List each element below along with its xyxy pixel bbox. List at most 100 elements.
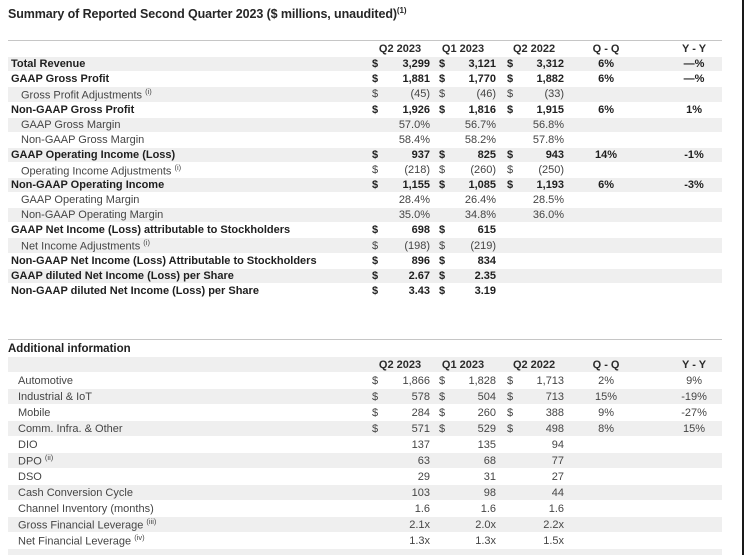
cell-yy: -3% xyxy=(684,179,704,192)
summary-table: Q2 2023 Q1 2023 Q2 2022 Q - Q Y - Y Tota… xyxy=(8,40,723,299)
cell-qq xyxy=(564,208,648,223)
cell-v3: (33) xyxy=(544,88,565,101)
cell-yy xyxy=(648,87,722,103)
cell-qq xyxy=(564,87,648,103)
cell-label: Channel Inventory (months) xyxy=(18,502,154,515)
cell-d1: $ xyxy=(372,73,379,86)
cell-yy: 1% xyxy=(686,103,702,116)
table-row: Cash Conversion Cycle 103 98 44 xyxy=(8,484,723,501)
cell-label: Total Revenue xyxy=(11,58,86,71)
cell-v2: 1.3x xyxy=(475,534,497,547)
cell-label: Net Income Adjustments (i) xyxy=(21,238,150,254)
cell-v2: 1,828 xyxy=(468,374,497,387)
cell-v2: 135 xyxy=(477,438,497,451)
cell-d2: $ xyxy=(439,422,446,435)
cell-qq xyxy=(564,254,648,269)
cell-label: Cash Conversion Cycle xyxy=(18,486,133,499)
cell-label: GAAP Gross Profit xyxy=(11,73,110,86)
cell-d1: $ xyxy=(372,255,379,268)
column-header-q-q: Q - Q xyxy=(592,358,620,371)
cell-yy xyxy=(648,162,722,178)
cell-d1: $ xyxy=(372,390,379,403)
cell-d3 xyxy=(496,254,514,269)
cell-yy: 9% xyxy=(686,374,702,387)
cell-d2 xyxy=(430,517,448,533)
cell-d3: $ xyxy=(507,148,514,161)
cell-label: Non-GAAP Gross Profit xyxy=(11,103,135,116)
cell-label: GAAP Gross Margin xyxy=(21,118,121,131)
footnote-marker: (ii) xyxy=(44,453,54,463)
column-header-q1-2023: Q1 2023 xyxy=(441,358,485,371)
cell-v2: 2.35 xyxy=(474,270,497,283)
cell-v3: 27 xyxy=(551,470,565,483)
table-row: Non-GAAP Gross Profit $1,926 $1,816 $1,915 6… xyxy=(8,102,723,118)
cell-d1 xyxy=(370,208,386,223)
cell-d2 xyxy=(430,549,448,555)
cell-v1: 29 xyxy=(417,470,431,483)
cell-d1: $ xyxy=(372,88,379,101)
cell-d3 xyxy=(496,517,514,533)
cell-v2: 34.8% xyxy=(464,209,497,222)
cell-d2: $ xyxy=(439,374,446,387)
header-row: Q2 2023 Q1 2023 Q2 2022 Q - Q Y - Y xyxy=(8,41,723,57)
cell-yy xyxy=(648,549,722,555)
cell-d2 xyxy=(430,533,448,549)
header-row: Q2 2023 Q1 2023 Q2 2022 Q - Q Y - Y xyxy=(8,357,723,373)
cell-v1: 137 xyxy=(411,438,431,451)
table-row xyxy=(8,548,723,555)
cell-d3: $ xyxy=(507,422,514,435)
cell-v2: 1,085 xyxy=(468,179,497,192)
cell-v3: 56.8% xyxy=(532,118,565,131)
cell-v2: 68 xyxy=(483,454,497,467)
cell-d2 xyxy=(430,117,448,132)
cell-d2 xyxy=(430,453,448,469)
cell-d3 xyxy=(496,485,514,501)
table-row: DSO 29 31 27 xyxy=(8,469,723,485)
cell-yy xyxy=(648,208,722,223)
cell-v3 xyxy=(514,269,564,284)
cell-v1: 896 xyxy=(411,255,431,268)
cell-label: GAAP Net Income (Loss) attributable to S… xyxy=(11,224,291,237)
table-row: GAAP Operating Income (Loss) $937 $825 $943… xyxy=(8,147,723,163)
cell-yy xyxy=(648,117,722,132)
cell-v1: 57.0% xyxy=(398,118,431,131)
cell-v1: 571 xyxy=(411,422,431,435)
cell-v2: 3.19 xyxy=(474,285,497,298)
footnote-marker: (iv) xyxy=(134,533,145,543)
cell-d1: $ xyxy=(372,58,379,71)
cell-yy xyxy=(648,469,722,485)
column-header-q-q: Q - Q xyxy=(592,42,620,55)
additional-table-header: Q2 2023 Q1 2023 Q2 2022 Q - Q Y - Y xyxy=(8,357,723,373)
cell-label: Automotive xyxy=(18,374,74,387)
cell-d3: $ xyxy=(507,73,514,86)
cell-qq xyxy=(564,453,648,469)
cell-d2 xyxy=(430,485,448,501)
page-title: Summary of Reported Second Quarter 2023 … xyxy=(8,6,742,21)
table-row: DIO 137 135 94 xyxy=(8,437,723,453)
cell-d1: $ xyxy=(372,422,379,435)
cell-v1: 2.1x xyxy=(409,518,431,531)
table-row: Comm. Infra. & Other $571 $529 $498 8% 15% xyxy=(8,420,723,437)
footnote-marker: (i) xyxy=(174,162,182,172)
cell-v3: (250) xyxy=(538,164,565,177)
cell-v1: 578 xyxy=(411,390,431,403)
table-row: Non-GAAP Gross Margin 58.4% 58.2% 57.8% xyxy=(8,132,723,148)
table-row: Net Financial Leverage (iv) 1.3x 1.3x 1.5x xyxy=(8,533,723,549)
cell-qq xyxy=(564,437,648,453)
table-row: GAAP Operating Margin 28.4% 26.4% 28.5% xyxy=(8,193,723,208)
cell-v2: 1,770 xyxy=(468,73,497,86)
cell-d1: $ xyxy=(372,285,379,298)
cell-v3: 388 xyxy=(545,406,565,419)
cell-v2: 2.0x xyxy=(475,518,497,531)
cell-v3: 57.8% xyxy=(532,133,565,146)
cell-v1: (218) xyxy=(404,164,431,177)
cell-v1: 2.67 xyxy=(408,270,431,283)
cell-v3: 713 xyxy=(545,390,565,403)
table-row: Gross Financial Leverage (iii) 2.1x 2.0x 2.… xyxy=(8,516,723,533)
cell-label xyxy=(8,549,370,555)
cell-d3 xyxy=(496,238,514,254)
cell-qq: 6% xyxy=(598,179,614,192)
cell-v2: 615 xyxy=(477,224,497,237)
cell-label: GAAP Operating Income (Loss) xyxy=(11,148,176,161)
cell-v2: 260 xyxy=(477,406,497,419)
